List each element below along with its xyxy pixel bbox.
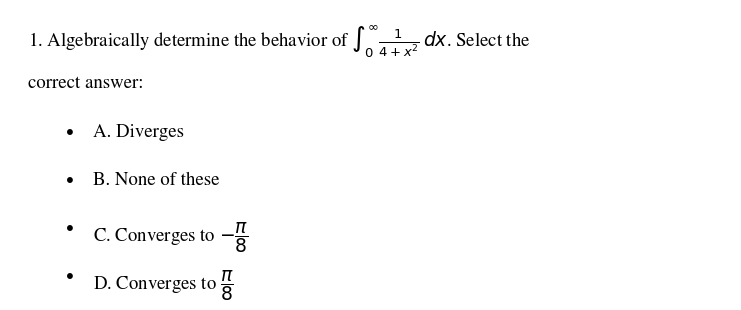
Text: A. Diverges: A. Diverges <box>93 124 184 141</box>
Text: B. None of these: B. None of these <box>93 172 219 189</box>
Text: correct answer:: correct answer: <box>28 74 144 91</box>
Text: C. Converges to $-\dfrac{\pi}{8}$: C. Converges to $-\dfrac{\pi}{8}$ <box>93 220 248 255</box>
Text: •: • <box>64 268 76 287</box>
Text: •: • <box>64 172 76 191</box>
Text: •: • <box>64 124 76 143</box>
Text: 1. Algebraically determine the behavior of $\int_0^{\infty} \frac{1}{4+x^2}\,dx$: 1. Algebraically determine the behavior … <box>28 22 531 59</box>
Text: D. Converges to $\dfrac{\pi}{8}$: D. Converges to $\dfrac{\pi}{8}$ <box>93 268 233 303</box>
Text: •: • <box>64 220 76 239</box>
